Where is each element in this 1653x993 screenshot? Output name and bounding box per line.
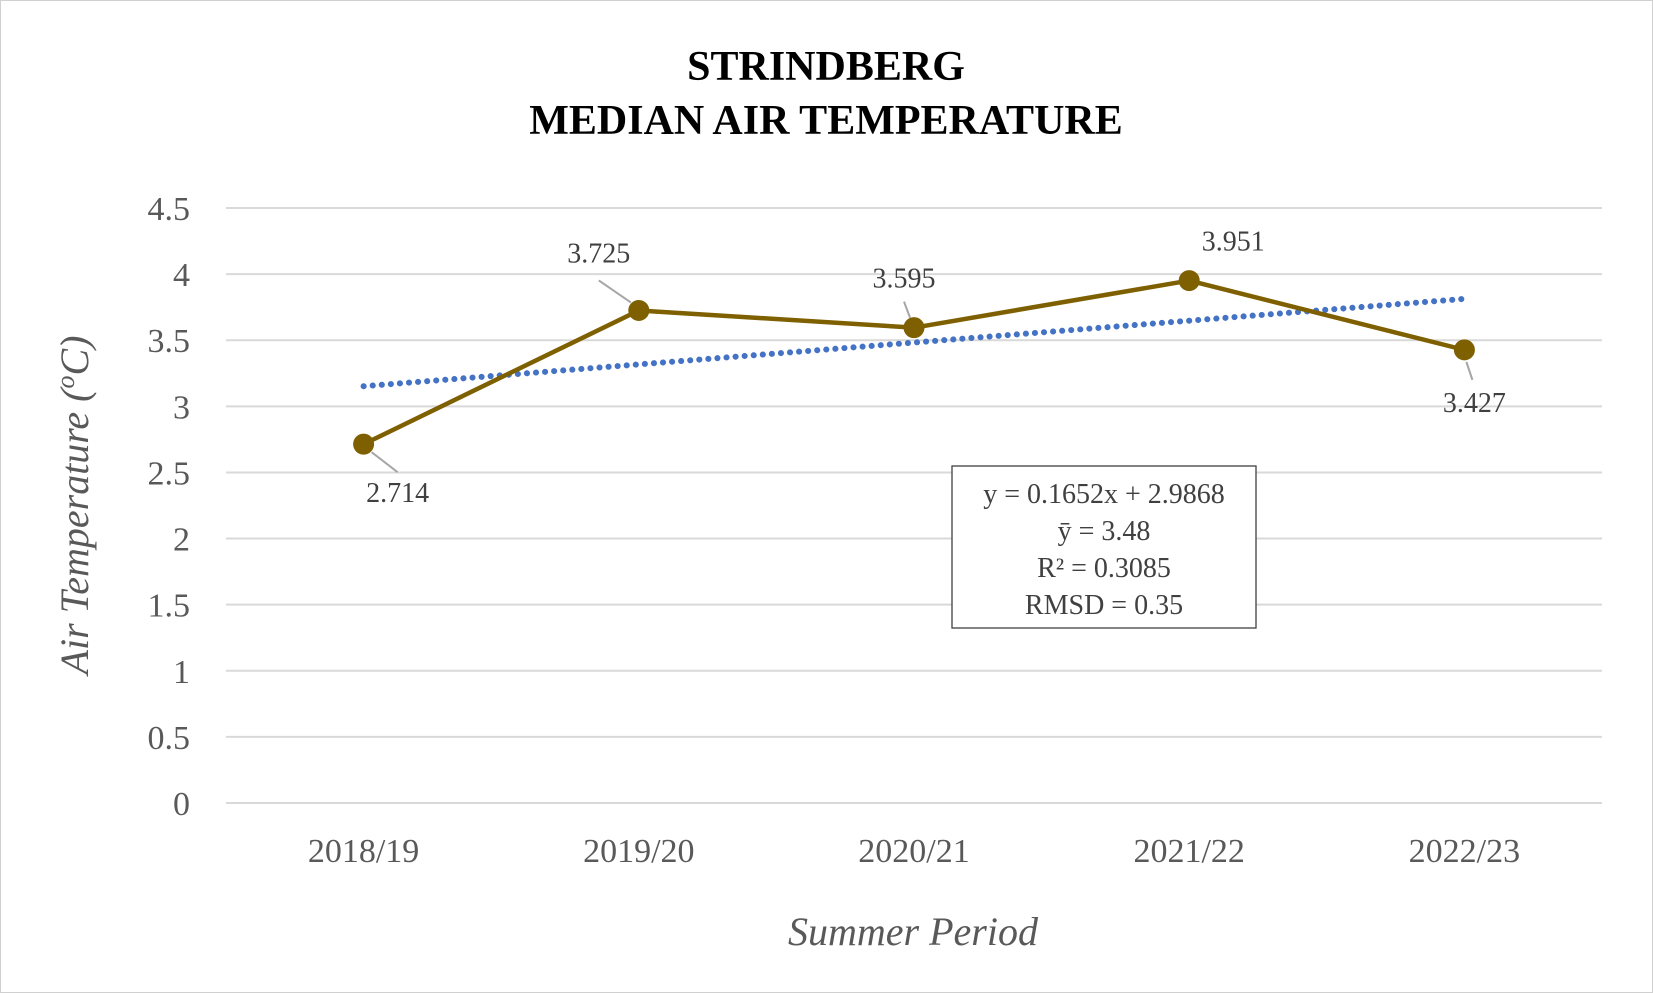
data-label-leader [598,279,632,304]
y-tick-label: 3.5 [148,323,191,360]
data-point [1453,339,1475,361]
x-tick-label: 2021/22 [1133,833,1244,870]
series-line [362,278,1465,447]
stats-box-border [951,465,1257,629]
y-tick-label: 1 [173,654,190,691]
y-tick-label: 2.5 [148,455,191,492]
data-label: 3.951 [1202,227,1265,258]
data-point [628,299,650,321]
data-label-leader [903,301,911,319]
y-axis-title-end: C) [52,336,97,376]
stats-r-squared: R² = 0.3085 [1037,553,1171,584]
x-axis-ticks: 2018/19 2019/20 2020/21 2021/22 2022/23 [308,833,1520,870]
data-label-leader [370,451,399,473]
gridlines [226,207,1602,804]
data-label: 2.714 [366,478,429,509]
y-axis-title: Air Temperature (oC) [51,336,97,678]
data-point [353,433,375,455]
y-tick-label: 0 [173,786,190,823]
x-tick-label: 2018/19 [308,833,419,870]
stats-mean: ȳ = 3.48 [1058,516,1151,547]
x-tick-label: 2020/21 [858,833,969,870]
y-tick-label: 1.5 [148,588,191,625]
stats-equation: y = 0.1652x + 2.9868 [983,479,1225,510]
y-axis-title-main: Air Temperature ( [52,386,97,678]
data-label: 3.427 [1443,388,1506,419]
x-axis-title: Summer Period [788,909,1039,954]
trendline-group [360,295,1468,390]
data-label: 3.725 [567,238,630,269]
stats-rmsd: RMSD = 0.35 [1025,590,1183,621]
data-point [903,317,925,339]
y-tick-label: 0.5 [148,720,191,757]
data-labels: 2.714 3.725 3.595 3.951 3.427 [366,227,1506,510]
data-label-leader [1465,361,1474,381]
regression-stats-box: y = 0.1652x + 2.9868 ȳ = 3.48 R² = 0.308… [951,465,1257,629]
linear-trendline [360,295,1468,390]
x-tick-label: 2022/23 [1409,833,1520,870]
y-tick-label: 2 [173,522,190,559]
y-tick-label: 3 [173,389,190,426]
x-tick-label: 2019/20 [583,833,694,870]
data-label: 3.595 [873,264,936,295]
y-axis-title-sup: o [51,376,80,389]
y-axis-ticks: 0 0.5 1 1.5 2 2.5 3 3.5 4 4.5 [148,191,191,823]
y-tick-label: 4.5 [148,191,191,228]
y-tick-label: 4 [173,257,190,294]
data-point [1178,270,1200,292]
chart-title-line-1: STRINDBERG [687,44,965,90]
chart-title-line-2: MEDIAN AIR TEMPERATURE [529,98,1123,144]
series-group [353,270,1475,455]
